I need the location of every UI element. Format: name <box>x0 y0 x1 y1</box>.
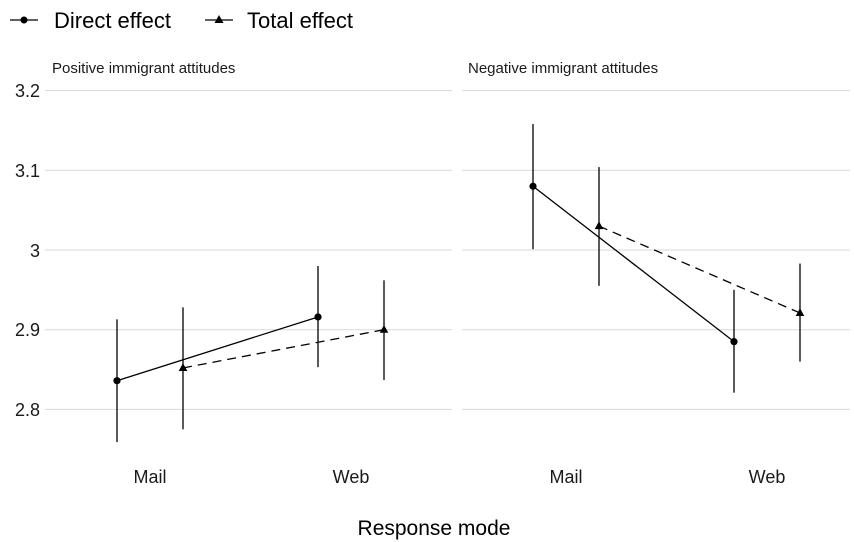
legend-total-label: Total effect <box>247 8 353 33</box>
y-axis-ticks: 2.8 2.9 3 3.1 3.2 <box>15 81 40 420</box>
panel-positive-marks <box>113 265 389 443</box>
point-total-positive-web <box>379 324 389 333</box>
x-tick-label-mail-negative: Mail <box>549 467 582 487</box>
legend-item-total: Total effect <box>205 8 353 33</box>
x-tick-label-web-positive: Web <box>333 467 370 487</box>
legend-direct-label: Direct effect <box>54 8 171 33</box>
legend-direct-marker <box>20 16 28 24</box>
y-tick-label-1: 2.9 <box>15 320 40 340</box>
y-tick-label-4: 3.2 <box>15 81 40 101</box>
x-tick-label-mail-positive: Mail <box>133 467 166 487</box>
y-tick-label-3: 3.1 <box>15 161 40 181</box>
panel-negative-gridlines <box>462 90 850 410</box>
panel-positive-gridlines <box>45 90 452 410</box>
legend-item-direct: Direct effect <box>10 8 171 33</box>
series-line-direct-positive <box>116 316 319 382</box>
y-tick-label-2: 3 <box>30 241 40 261</box>
series-line-total-negative <box>598 225 801 314</box>
point-direct-positive-mail <box>113 377 121 385</box>
x-axis-title: Response mode <box>358 517 511 540</box>
point-direct-negative-web <box>730 338 738 346</box>
panel-negative: Negative immigrant attitudes Mail Web <box>462 60 850 487</box>
y-tick-label-0: 2.8 <box>15 400 40 420</box>
point-total-negative-mail <box>594 221 604 230</box>
point-total-positive-mail <box>178 363 188 371</box>
panel-negative-marks <box>529 124 805 393</box>
point-direct-negative-mail <box>529 182 537 190</box>
x-tick-label-web-negative: Web <box>749 467 786 487</box>
series-line-direct-negative <box>532 185 735 343</box>
legend-total-marker <box>214 15 224 23</box>
series-line-total-positive <box>182 329 385 369</box>
legend: Direct effect Total effect <box>10 8 353 33</box>
point-direct-positive-web <box>314 313 322 321</box>
point-total-negative-web <box>795 308 805 316</box>
panel-title-positive: Positive immigrant attitudes <box>52 60 235 77</box>
panel-title-negative: Negative immigrant attitudes <box>468 60 658 77</box>
panel-positive: Positive immigrant attitudes Mail Web <box>45 60 452 487</box>
